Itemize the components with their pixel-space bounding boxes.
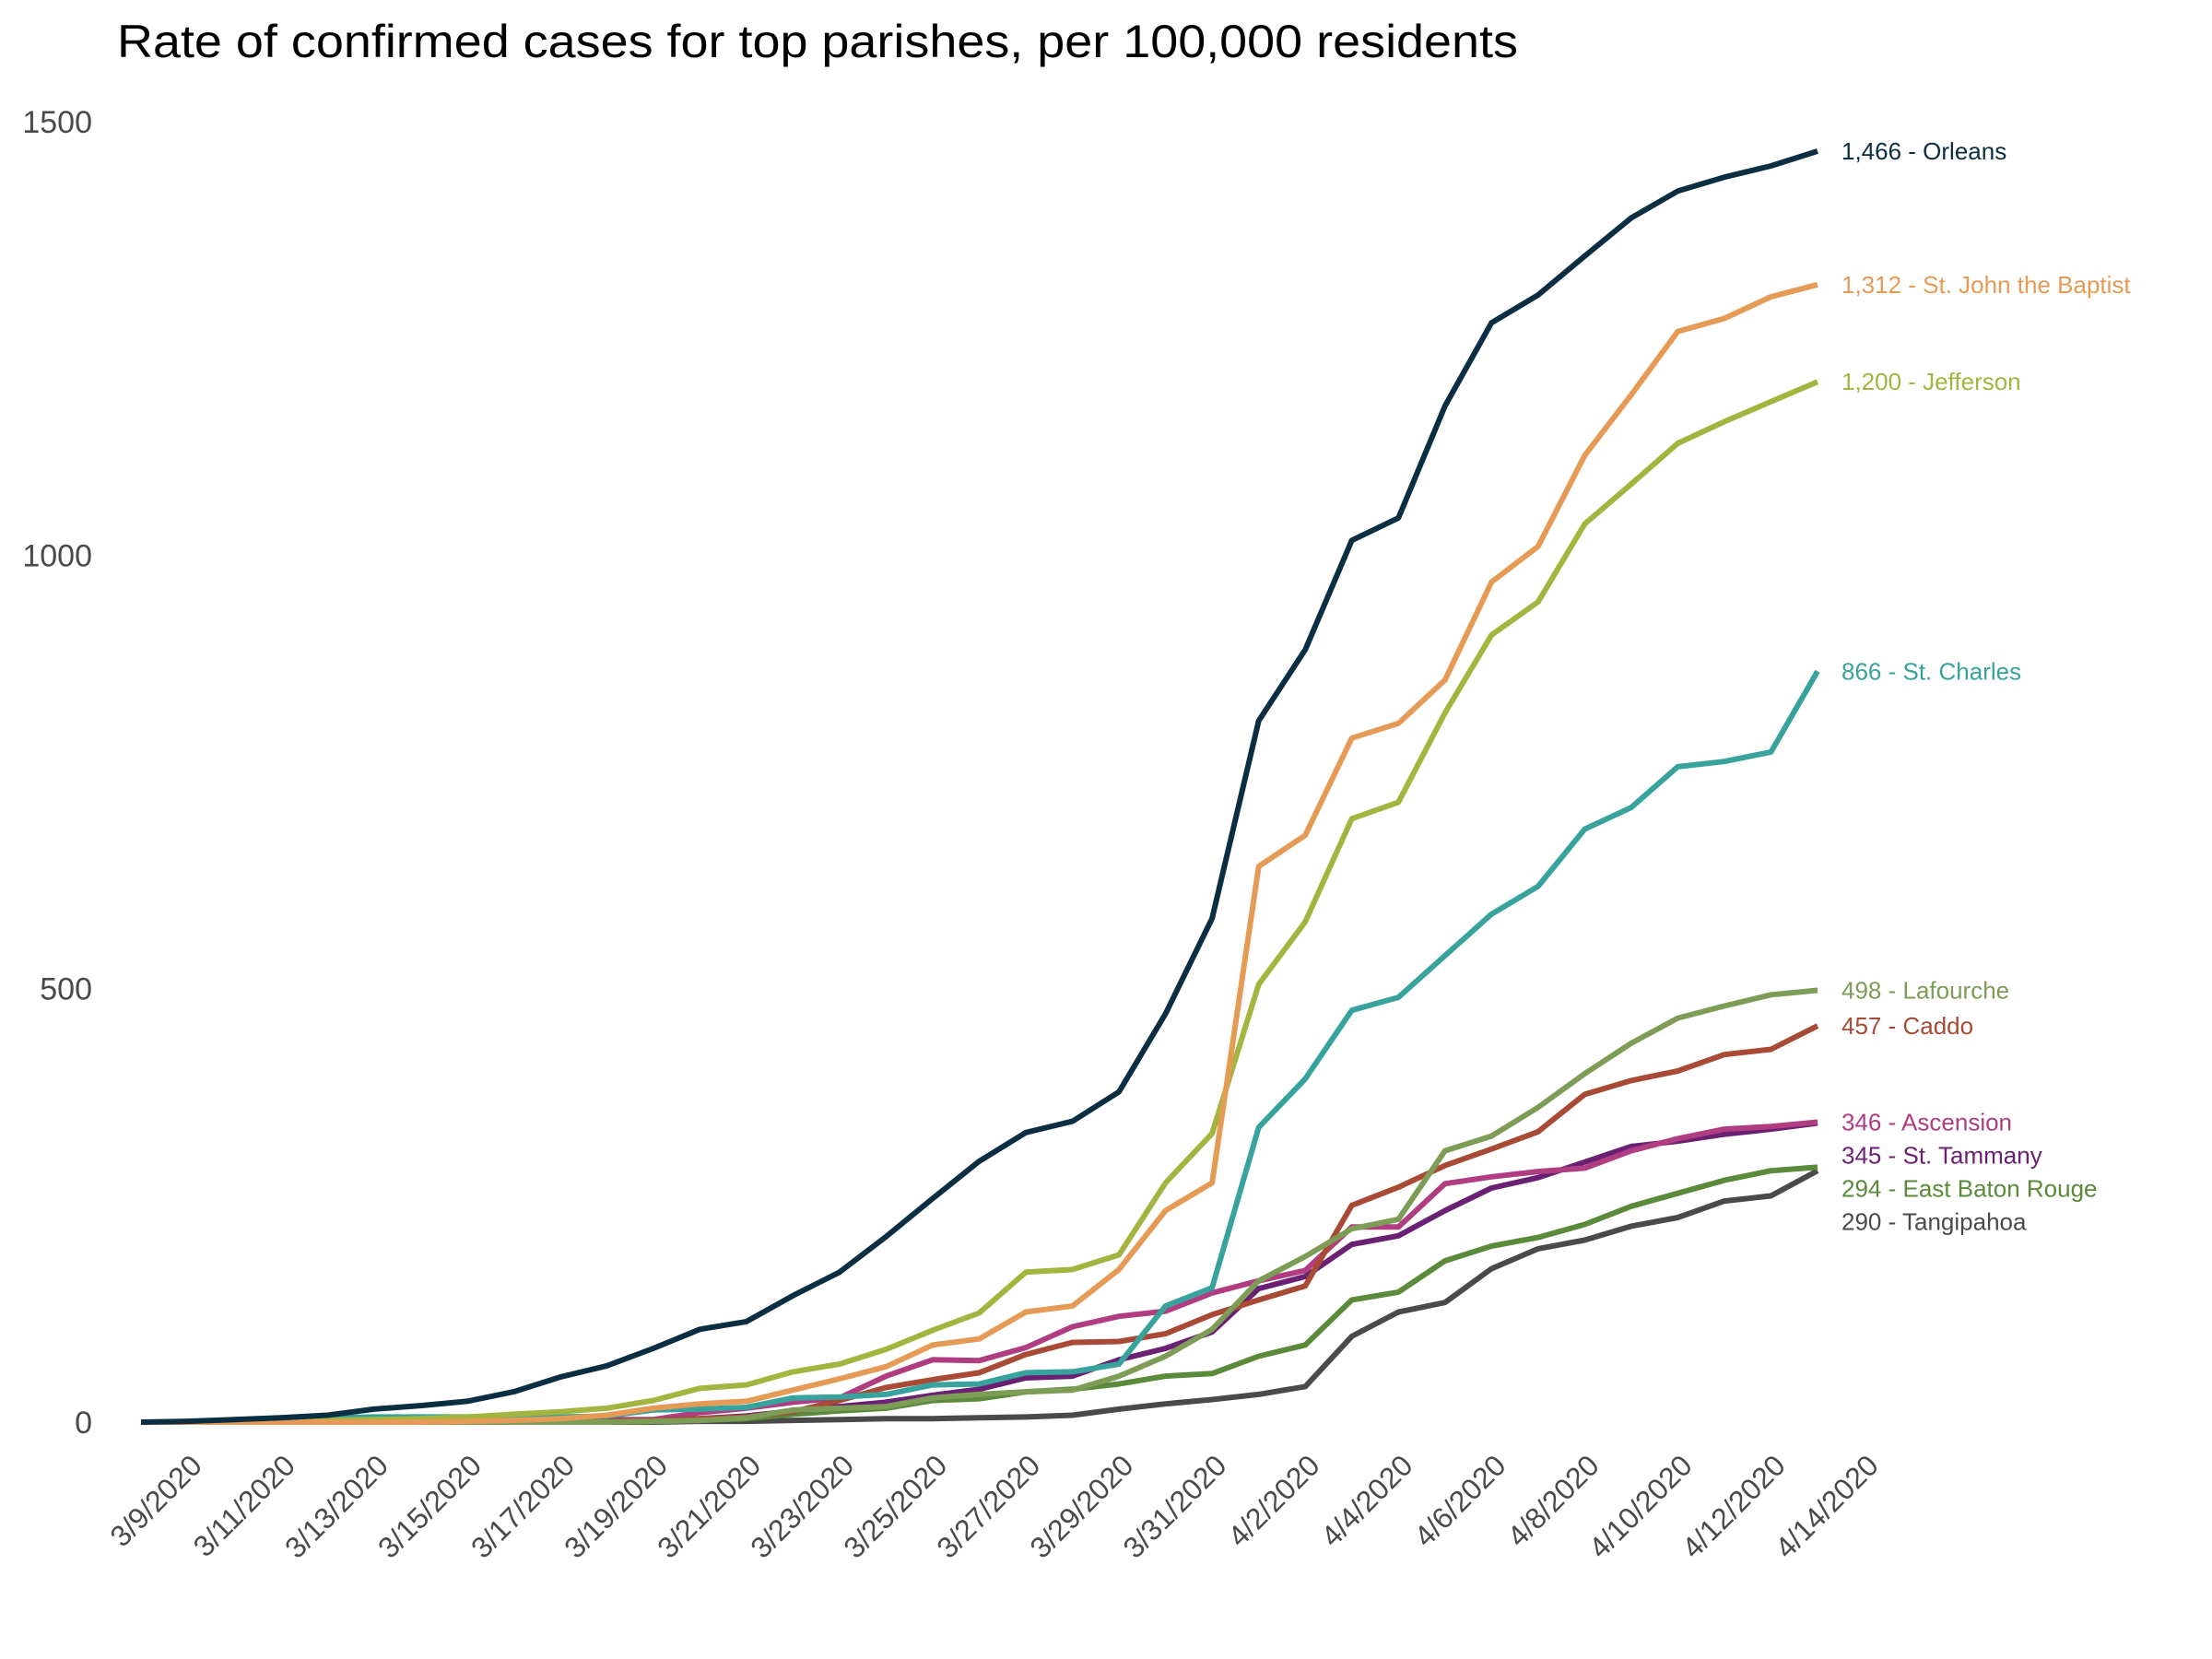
- end-label-st-charles: 866 - St. Charles: [1841, 657, 2021, 685]
- series-line-jefferson: [141, 379, 1819, 1425]
- x-tick-label: 3/31/2020: [1116, 1448, 1232, 1564]
- end-label-tangipahoa: 290 - Tangipahoa: [1841, 1208, 2027, 1236]
- y-tick-label: 500: [40, 972, 92, 1007]
- end-label-lafourche: 498 - Lafourche: [1841, 977, 2009, 1005]
- x-tick-label: 4/6/2020: [1407, 1448, 1512, 1553]
- x-tick-label: 4/2/2020: [1221, 1448, 1326, 1553]
- x-axis: 3/9/20203/11/20203/13/20203/15/20203/17/…: [103, 1448, 1885, 1564]
- y-tick-label: 1000: [22, 538, 92, 573]
- end-label-ascension: 346 - Ascension: [1841, 1109, 2012, 1136]
- x-tick-label: 4/14/2020: [1769, 1448, 1885, 1564]
- chart-title: Rate of confirmed cases for top parishes…: [117, 16, 1518, 67]
- y-axis: 0 500 1000 1500: [22, 105, 92, 1441]
- series-line-lafourche: [141, 987, 1818, 1425]
- end-label-caddo: 457 - Caddo: [1841, 1012, 1973, 1040]
- series-lines: [140, 148, 1820, 1425]
- end-label-st-tammany: 345 - St. Tammany: [1841, 1142, 2042, 1170]
- y-tick-label: 1500: [22, 105, 92, 140]
- end-label-east-baton-rouge: 294 - East Baton Rouge: [1841, 1175, 2098, 1203]
- end-label-orleans: 1,466 - Orleans: [1841, 137, 2006, 165]
- y-tick-label: 0: [75, 1406, 92, 1441]
- end-label-jefferson: 1,200 - Jefferson: [1841, 368, 2021, 395]
- series-line-st-john-the-baptist: [141, 281, 1818, 1425]
- series-line-ascension: [141, 1119, 1818, 1425]
- end-label-st-john-the-baptist: 1,312 - St. John the Baptist: [1841, 271, 2131, 299]
- x-tick-label: 4/4/2020: [1314, 1448, 1419, 1553]
- end-labels: 1,466 - Orleans 1,312 - St. John the Bapt…: [1841, 137, 2131, 1236]
- series-line-orleans: [140, 148, 1818, 1425]
